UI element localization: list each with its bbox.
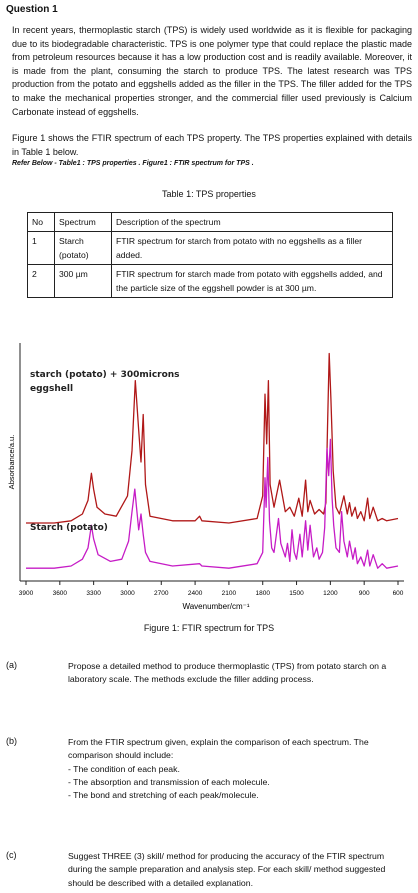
table-row: 2 300 µm FTIR spectrum for starch made f… <box>27 264 393 298</box>
x-tick-label: 600 <box>393 590 404 597</box>
x-tick-label: 2400 <box>188 590 203 597</box>
row-no: 1 <box>27 231 55 265</box>
x-tick-label: 3900 <box>19 590 34 597</box>
question-a-label: (a) <box>6 660 17 670</box>
table-row: 1 Starch (potato) FTIR spectrum for star… <box>27 231 393 265</box>
tps-properties-table: No Spectrum Description of the spectrum … <box>27 212 393 298</box>
series-line-starch <box>26 438 399 569</box>
row-spectrum: Starch (potato) <box>54 231 112 265</box>
x-axis-label: Wavenumber/cm⁻¹ <box>182 602 249 611</box>
question-b-line: From the FTIR spectrum given, explain th… <box>68 737 369 761</box>
question-c-text: Suggest THREE (3) skill/ method for prod… <box>68 851 386 888</box>
question-b-line: - The bond and stretching of each peak/m… <box>68 790 259 801</box>
series-group <box>26 352 399 569</box>
row-no: 2 <box>27 264 55 298</box>
question-b-label: (b) <box>6 736 17 746</box>
figure-reference-paragraph: Figure 1 shows the FTIR spectrum of each… <box>12 133 412 157</box>
reference-note: Refer Below - Table1 : TPS properties . … <box>12 160 254 167</box>
x-tick-label: 900 <box>359 590 370 597</box>
x-tick-label: 3000 <box>120 590 135 597</box>
header-description: Description of the spectrum <box>111 212 393 232</box>
row-description: FTIR spectrum for starch made from potat… <box>111 264 393 298</box>
x-tick-label: 3300 <box>86 590 101 597</box>
x-tick-label: 1800 <box>255 590 270 597</box>
question-b-line: - The condition of each peak. <box>68 763 180 774</box>
question-a-text: Propose a detailed method to produce the… <box>68 661 387 685</box>
figure-caption: Figure 1: FTIR spectrum for TPS <box>143 623 275 633</box>
question-b-text: From the FTIR spectrum given, explain th… <box>68 736 408 802</box>
x-tick-label: 1500 <box>289 590 304 597</box>
series-label-eggshell-line1: starch (potato) + 300microns <box>30 370 180 380</box>
intro-paragraph: In recent years, thermoplastic starch (T… <box>12 25 412 117</box>
series-label-starch: Starch (potato) <box>30 523 108 533</box>
question-heading: Question 1 <box>6 4 58 15</box>
question-c-label: (c) <box>6 850 17 860</box>
x-tick-group: 3900 3600 3300 3000 2700 2400 2100 1800 1500 1200… <box>19 581 404 597</box>
x-tick-label: 1200 <box>323 590 338 597</box>
series-label-eggshell-line2: eggshell <box>30 384 73 394</box>
header-spectrum: Spectrum <box>54 212 112 232</box>
table-caption: Table 1: TPS properties <box>162 189 256 199</box>
row-spectrum: 300 µm <box>54 264 112 298</box>
y-axis-label: Absorbance/a.u. <box>7 435 16 490</box>
ftir-spectrum-chart: 3900 3600 3300 3000 2700 2400 2100 1800 1500 1200… <box>7 343 404 611</box>
header-no: No <box>27 212 55 232</box>
x-tick-label: 3600 <box>53 590 68 597</box>
x-tick-label: 2100 <box>222 590 237 597</box>
x-tick-label: 2700 <box>154 590 169 597</box>
row-description: FTIR spectrum for starch from potato wit… <box>111 231 393 265</box>
question-b-line: - The absorption and transmission of eac… <box>68 776 270 787</box>
table-header-row: No Spectrum Description of the spectrum <box>27 212 393 232</box>
series-line-eggshell <box>26 352 399 524</box>
